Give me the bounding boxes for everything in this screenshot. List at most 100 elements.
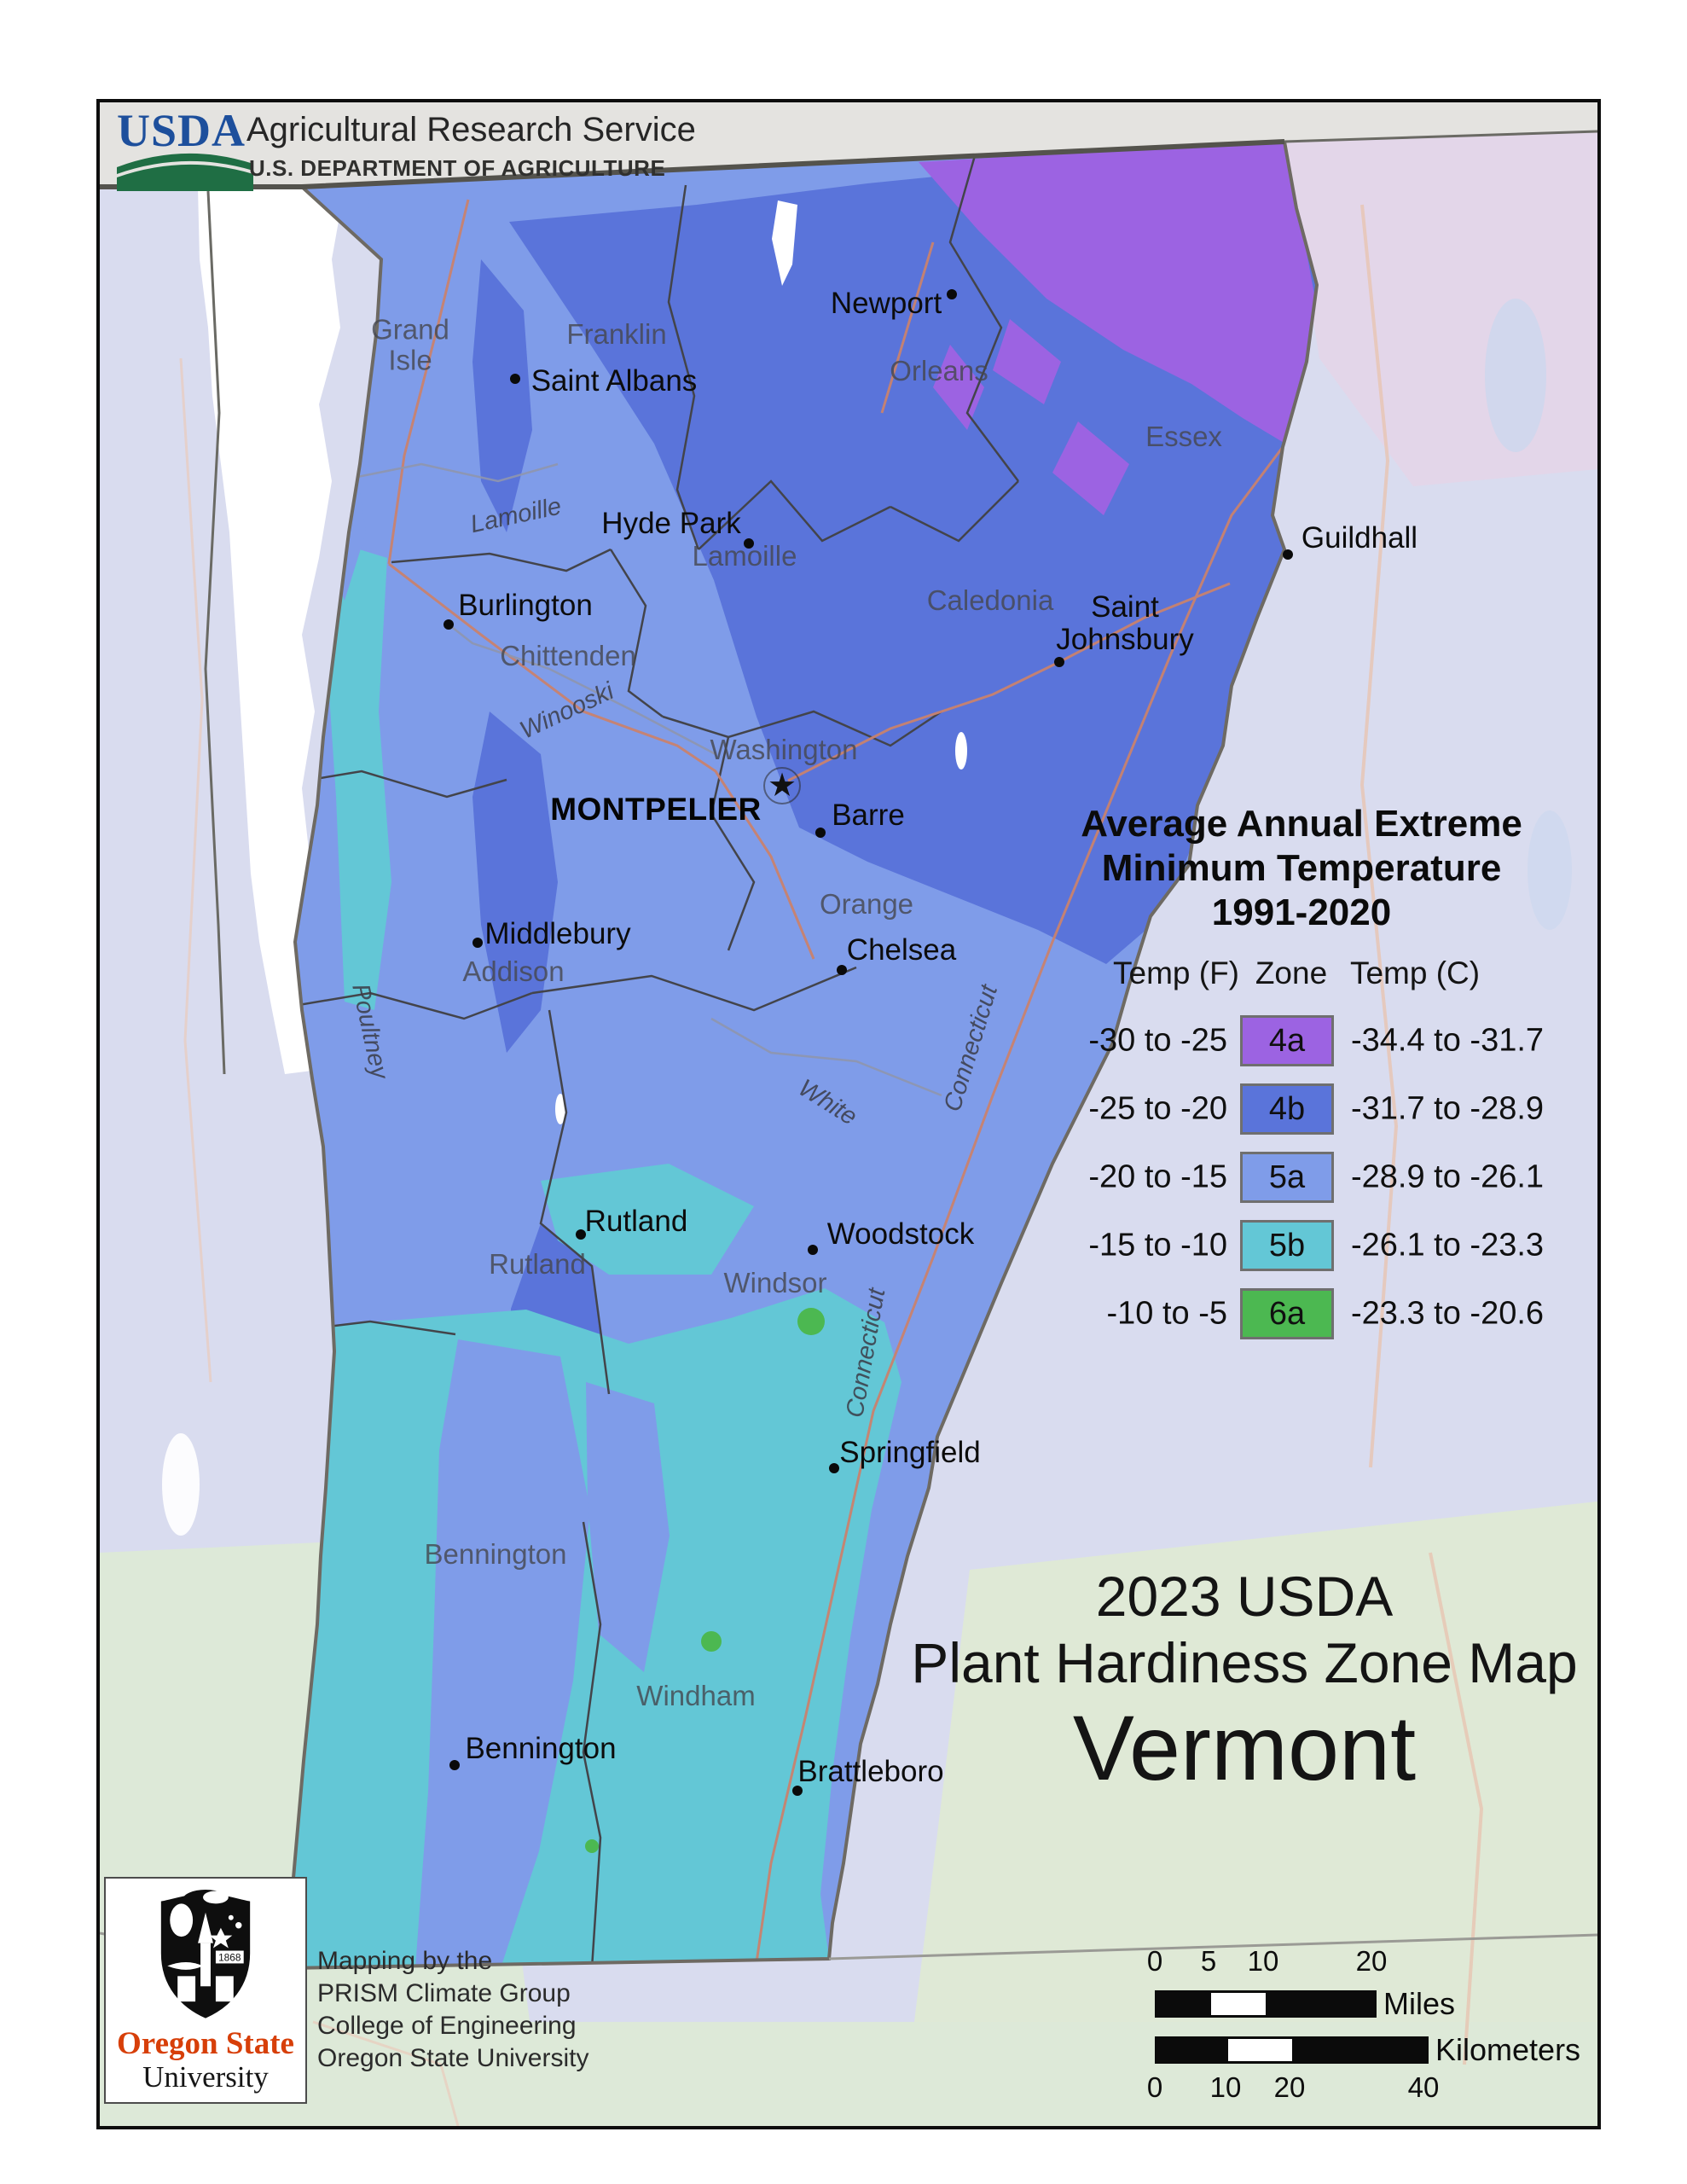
legend-title-line1: Average Annual Extreme [1081, 803, 1522, 845]
miles-tick-10: 10 [1247, 1945, 1279, 1977]
city-label-newport: Newport [830, 287, 942, 321]
capital-star-icon: ★ [767, 768, 797, 804]
county-label-caledonia: Caledonia [926, 584, 1054, 617]
county-label-rutland: Rutland [489, 1248, 586, 1281]
osu-wordmark-line1: Oregon State [117, 2026, 294, 2061]
county-label-essex: Essex [1145, 421, 1222, 453]
county-label-windsor: Windsor [723, 1267, 827, 1299]
vermont-outline [284, 139, 1319, 1971]
zone-4a-northeast [919, 142, 1315, 444]
city-label-brattleboro: Brattleboro [797, 1755, 944, 1789]
kilometers-unit-label: Kilometers [1435, 2032, 1581, 2067]
legend-row-5b: -15 to -10 5b -26.1 to -23.3 [1017, 1220, 1586, 1271]
miles-tick-0: 0 [1146, 1945, 1163, 1977]
city-dot-middlebury [472, 938, 483, 948]
usda-logotype: USDA [117, 105, 246, 156]
county-label-chittenden: Chittenden [500, 640, 636, 672]
legend-column-headers: Temp (F) Zone Temp (C) [1017, 956, 1586, 998]
map-canvas [100, 102, 1597, 2126]
map-frame: USDA Agricultural Research Service U.S. … [96, 99, 1601, 2129]
legend-temp-f: -30 to -25 [1088, 1022, 1227, 1059]
rivers [335, 462, 942, 1097]
county-label-lamoille: Lamoille [692, 540, 797, 572]
county-label-addison: Addison [462, 956, 565, 988]
city-dot-brattleboro [792, 1786, 803, 1796]
legend-row-4b: -25 to -20 4b -31.7 to -28.9 [1017, 1083, 1586, 1135]
city-dot-bennington [449, 1760, 460, 1770]
county-label-windham: Windham [636, 1680, 756, 1712]
miles-tick-5: 5 [1200, 1945, 1217, 1977]
kilometers-bar [1155, 2036, 1429, 2064]
km-tick-40: 40 [1407, 2071, 1440, 2103]
zone-swatch-4a: 4a [1240, 1015, 1334, 1066]
city-dot-chelsea [837, 965, 847, 975]
zone-swatch-4b: 4b [1240, 1083, 1334, 1135]
miles-bar [1155, 1990, 1377, 2018]
city-dot-newport [947, 289, 957, 299]
legend-row-5a: -20 to -15 5a -28.9 to -26.1 [1017, 1152, 1586, 1203]
city-label-barre: Barre [832, 799, 905, 833]
osu-logo: 1868 Oregon State University [104, 1877, 307, 2104]
zone-5b-south [287, 1288, 901, 1968]
credits-text: Mapping by the PRISM Climate Group Colle… [317, 1947, 589, 2072]
lake-memphremagog [772, 200, 797, 286]
city-label-hyde-park: Hyde Park [601, 507, 741, 541]
legend-col-temp-f: Temp (F) [1113, 956, 1239, 990]
svg-text:1868: 1868 [218, 1951, 241, 1963]
map-title: 2023 USDA Plant Hardiness Zone Map Vermo… [903, 1563, 1586, 1800]
legend-row-4a: -30 to -25 4a -34.4 to -31.7 [1017, 1015, 1586, 1066]
header-band [100, 102, 1597, 187]
city-dot-rutland [576, 1229, 586, 1240]
map-title-subject: Plant Hardiness Zone Map [911, 1631, 1578, 1694]
county-label-orleans: Orleans [890, 355, 988, 387]
zone-swatch-6a: 6a [1240, 1288, 1334, 1339]
city-dot-burlington [443, 619, 454, 630]
legend-temp-c: -23.3 to -20.6 [1351, 1295, 1545, 1332]
city-dot-saint-albans [510, 374, 520, 384]
city-label-rutland: Rutland [584, 1205, 688, 1239]
legend-temp-c: -34.4 to -31.7 [1351, 1022, 1545, 1059]
zone-swatch-5b: 5b [1240, 1220, 1334, 1271]
legend-col-temp-c: Temp (C) [1349, 956, 1481, 990]
county-label-orange: Orange [819, 888, 914, 921]
osu-wordmark-line2: University [142, 2059, 269, 2094]
county-label-washington: Washington [710, 734, 858, 766]
city-label-bennington: Bennington [465, 1732, 617, 1766]
legend: Average Annual Extreme Minimum Temperatu… [1017, 802, 1586, 1339]
miles-unit-label: Miles [1383, 1986, 1456, 2021]
legend-temp-f: -10 to -5 [1106, 1295, 1227, 1332]
legend-title-line2: Minimum Temperature [1101, 847, 1502, 889]
legend-title: Average Annual Extreme Minimum Temperatu… [1017, 802, 1586, 935]
legend-temp-c: -28.9 to -26.1 [1351, 1159, 1545, 1195]
city-label-woodstock: Woodstock [826, 1217, 975, 1252]
legend-temp-c: -31.7 to -28.9 [1351, 1090, 1545, 1127]
city-label-springfield: Springfield [839, 1436, 981, 1470]
department-title: U.S. DEPARTMENT OF AGRICULTURE [249, 155, 666, 181]
agency-title: Agricultural Research Service [246, 111, 696, 148]
city-dot-barre [815, 828, 826, 838]
km-tick-10: 10 [1209, 2071, 1242, 2103]
city-label-chelsea: Chelsea [846, 933, 957, 967]
city-label-middlebury: Middlebury [484, 917, 631, 951]
usda-swoosh-icon [117, 153, 253, 191]
city-dot-woodstock [808, 1245, 818, 1255]
km-tick-20: 20 [1273, 2071, 1306, 2103]
city-label-burlington: Burlington [458, 589, 593, 623]
city-label-guildhall: Guildhall [1301, 521, 1418, 555]
map-title-year: 2023 USDA [1095, 1565, 1394, 1628]
capital-label-montpelier: MONTPELIER [550, 792, 762, 828]
map-title-state: Vermont [1072, 1696, 1417, 1799]
legend-temp-f: -15 to -10 [1088, 1227, 1227, 1263]
legend-temp-f: -25 to -20 [1088, 1090, 1227, 1127]
roads [387, 199, 1284, 1968]
zone-swatch-5a: 5a [1240, 1152, 1334, 1203]
legend-title-line3: 1991-2020 [1211, 892, 1392, 933]
usda-logo: USDA [117, 105, 262, 191]
city-dot-saint-johnsbury [1054, 657, 1064, 667]
legend-col-zone: Zone [1255, 956, 1328, 990]
city-label-saint-johnsbury: Saint Johnsbury [1056, 590, 1194, 656]
zone-6a-pocket [797, 1308, 825, 1335]
legend-temp-c: -26.1 to -23.3 [1351, 1227, 1545, 1263]
county-label-franklin: Franklin [566, 318, 667, 351]
osu-crest-icon: 1868 [160, 1889, 251, 2018]
